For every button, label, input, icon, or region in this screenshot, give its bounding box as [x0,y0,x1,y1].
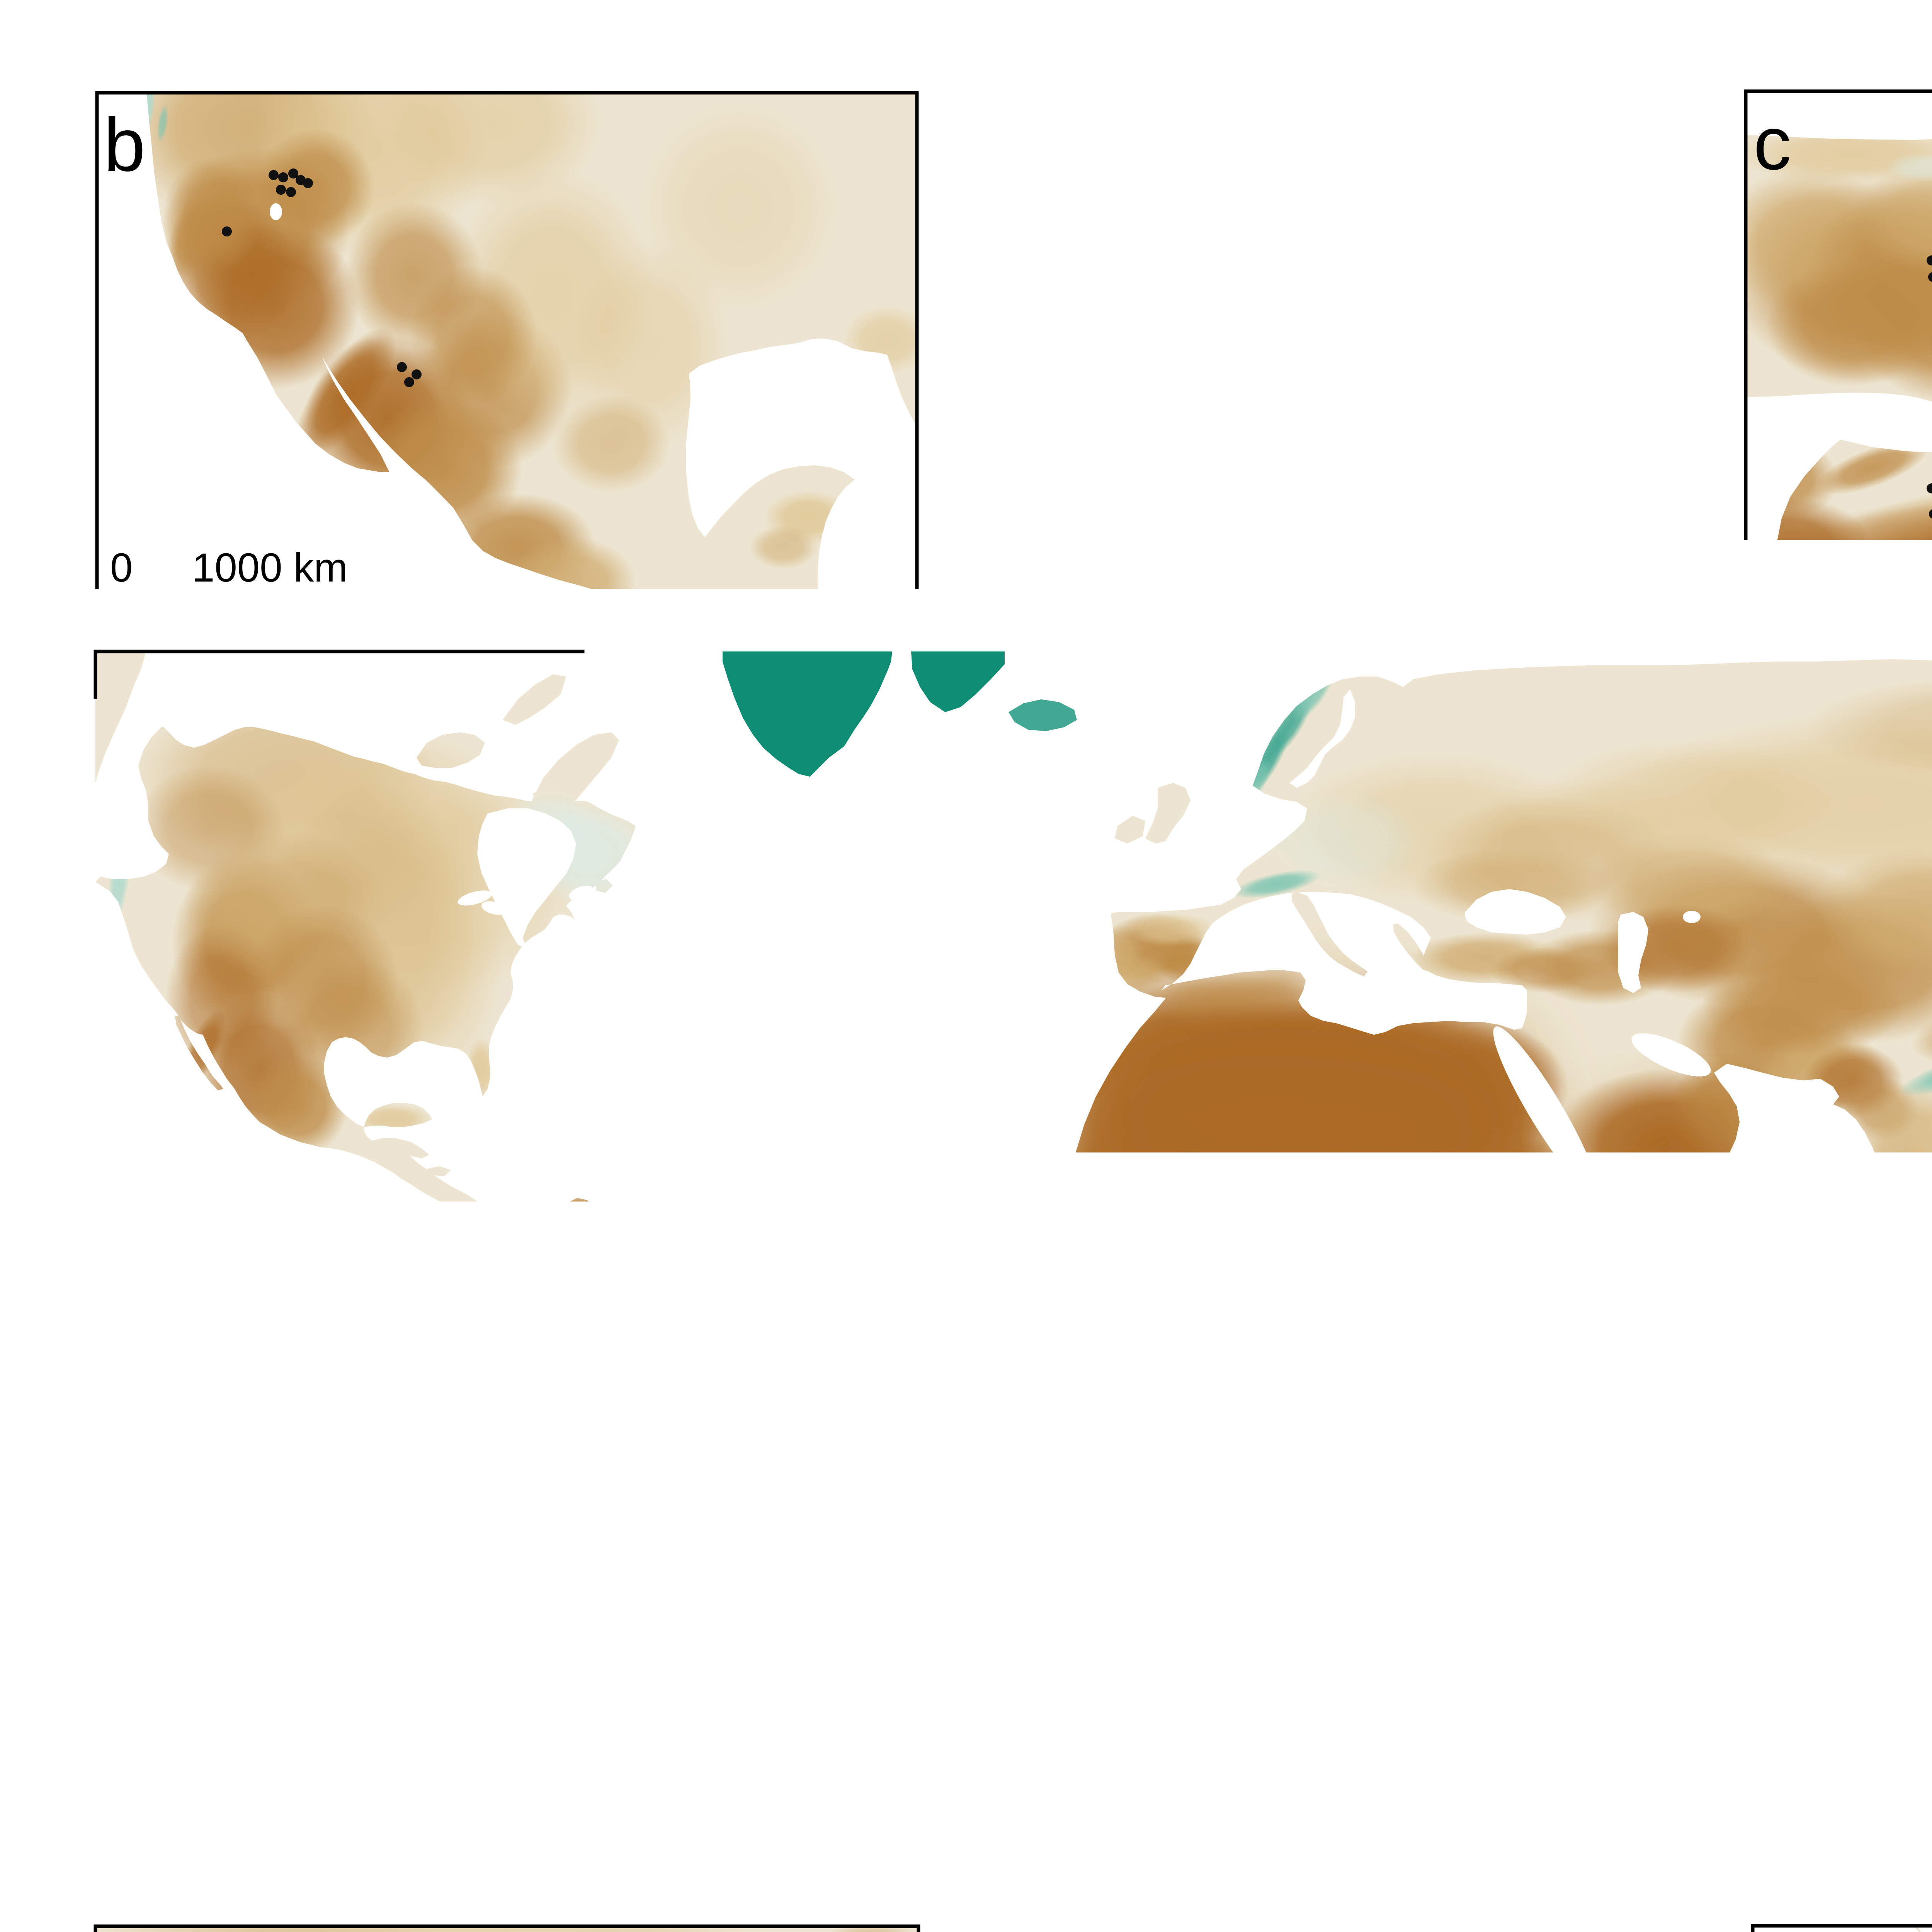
svg-text:0: 0 [110,545,133,590]
svg-text:c: c [1116,894,1154,978]
svg-text:b: b [104,103,145,187]
svg-text:2000 km: 2000 km [1904,1815,1932,1860]
svg-text:a: a [152,679,194,763]
svg-text:2: 2 [195,1643,212,1677]
svg-text:4: 4 [195,1752,212,1787]
svg-text:3: 3 [195,1697,212,1732]
svg-text:8: 8 [195,1862,212,1896]
svg-text:1000 km: 1000 km [192,545,348,590]
svg-text:e: e [494,1535,536,1619]
svg-text:0.5: 0.5 [195,1478,238,1512]
svg-text:c: c [1753,101,1791,185]
svg-text:0: 0 [195,1368,212,1403]
svg-text:0: 0 [1762,1815,1784,1860]
svg-text:0.25: 0.25 [195,1423,255,1458]
svg-text:Aridity Index (AI): Aridity Index (AI) [125,1299,393,1340]
svg-text:b: b [384,949,425,1033]
svg-text:5: 5 [195,1807,212,1842]
svg-text:0.65: 0.65 [195,1533,255,1567]
svg-text:Site location n=110: Site location n=110 [248,1852,591,1898]
svg-text:1: 1 [195,1588,212,1622]
